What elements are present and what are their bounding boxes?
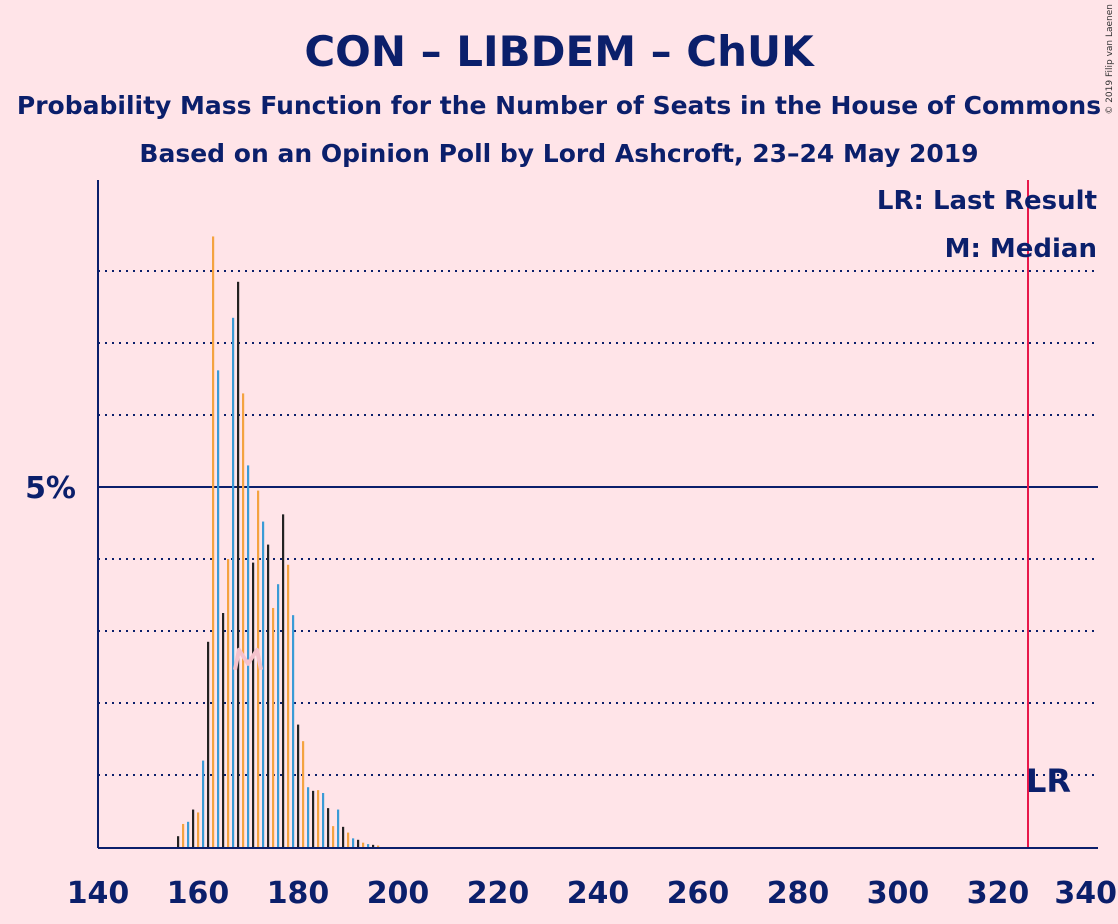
last-result-label: LR (1026, 762, 1071, 800)
x-tick-label-200: 200 (367, 876, 430, 911)
x-tick-label-320: 320 (967, 876, 1030, 911)
copyright-text: © 2019 Filip van Laenen (1105, 4, 1115, 115)
bar-156 (177, 836, 180, 847)
x-tick-label-260: 260 (667, 876, 730, 911)
bar-184 (317, 790, 320, 847)
legend-last-result: LR: Last Result (877, 186, 1097, 216)
bar-183 (312, 790, 315, 847)
bar-180 (297, 724, 300, 847)
bar-160 (197, 812, 200, 847)
x-tick-label-300: 300 (867, 876, 930, 911)
bar-163 (212, 236, 215, 847)
bar-182 (307, 787, 310, 847)
median-marker-shape (233, 647, 263, 671)
bar-171 (252, 562, 255, 847)
chart-title: CON – LIBDEM – ChUK (304, 27, 815, 76)
x-tick-label-160: 160 (167, 876, 230, 911)
x-tick-label-180: 180 (267, 876, 330, 911)
bar-172 (257, 490, 260, 847)
median-marker (233, 647, 263, 671)
bar-181 (302, 741, 305, 847)
bar-170 (247, 465, 250, 847)
x-tick-label-240: 240 (567, 876, 630, 911)
bar-177 (282, 514, 285, 847)
bar-189 (342, 826, 345, 847)
chart-subtitle-2: Based on an Opinion Poll by Lord Ashcrof… (139, 139, 978, 168)
bar-176 (277, 584, 280, 847)
x-tick-label-280: 280 (767, 876, 830, 911)
bar-174 (267, 544, 270, 847)
bar-157 (182, 823, 185, 847)
bar-185 (322, 793, 325, 847)
bars (177, 236, 380, 847)
bar-190 (347, 832, 350, 847)
bar-161 (202, 760, 205, 847)
bar-173 (262, 521, 265, 847)
x-tick-label-340: 340 (1054, 876, 1117, 911)
bar-162 (207, 641, 210, 847)
x-tick-labels: 140 160 180 200 220 240 260 280 300 320 340 (67, 876, 1117, 911)
bar-188 (337, 809, 340, 847)
bar-167 (232, 317, 235, 847)
bar-168 (237, 281, 240, 847)
bar-194 (367, 844, 370, 847)
bar-192 (357, 839, 360, 847)
bar-187 (332, 826, 335, 847)
bar-196 (377, 845, 380, 847)
bar-195 (372, 844, 375, 847)
x-tick-label-140: 140 (67, 876, 130, 911)
gridlines (98, 270, 1098, 776)
legend-median: M: Median (945, 234, 1097, 264)
bar-159 (192, 809, 195, 847)
chart-subtitle-1: Probability Mass Function for the Number… (17, 91, 1101, 120)
y-tick-label-5: 5% (25, 471, 76, 506)
bar-175 (272, 607, 275, 847)
bar-179 (292, 615, 295, 847)
bar-169 (242, 393, 245, 847)
bar-186 (327, 808, 330, 847)
bar-193 (362, 842, 365, 847)
bar-178 (287, 564, 290, 847)
x-tick-label-220: 220 (467, 876, 530, 911)
bar-165 (222, 613, 225, 847)
bar-158 (187, 821, 190, 847)
bar-164 (217, 370, 220, 847)
bar-166 (227, 559, 230, 847)
bar-191 (352, 838, 355, 847)
